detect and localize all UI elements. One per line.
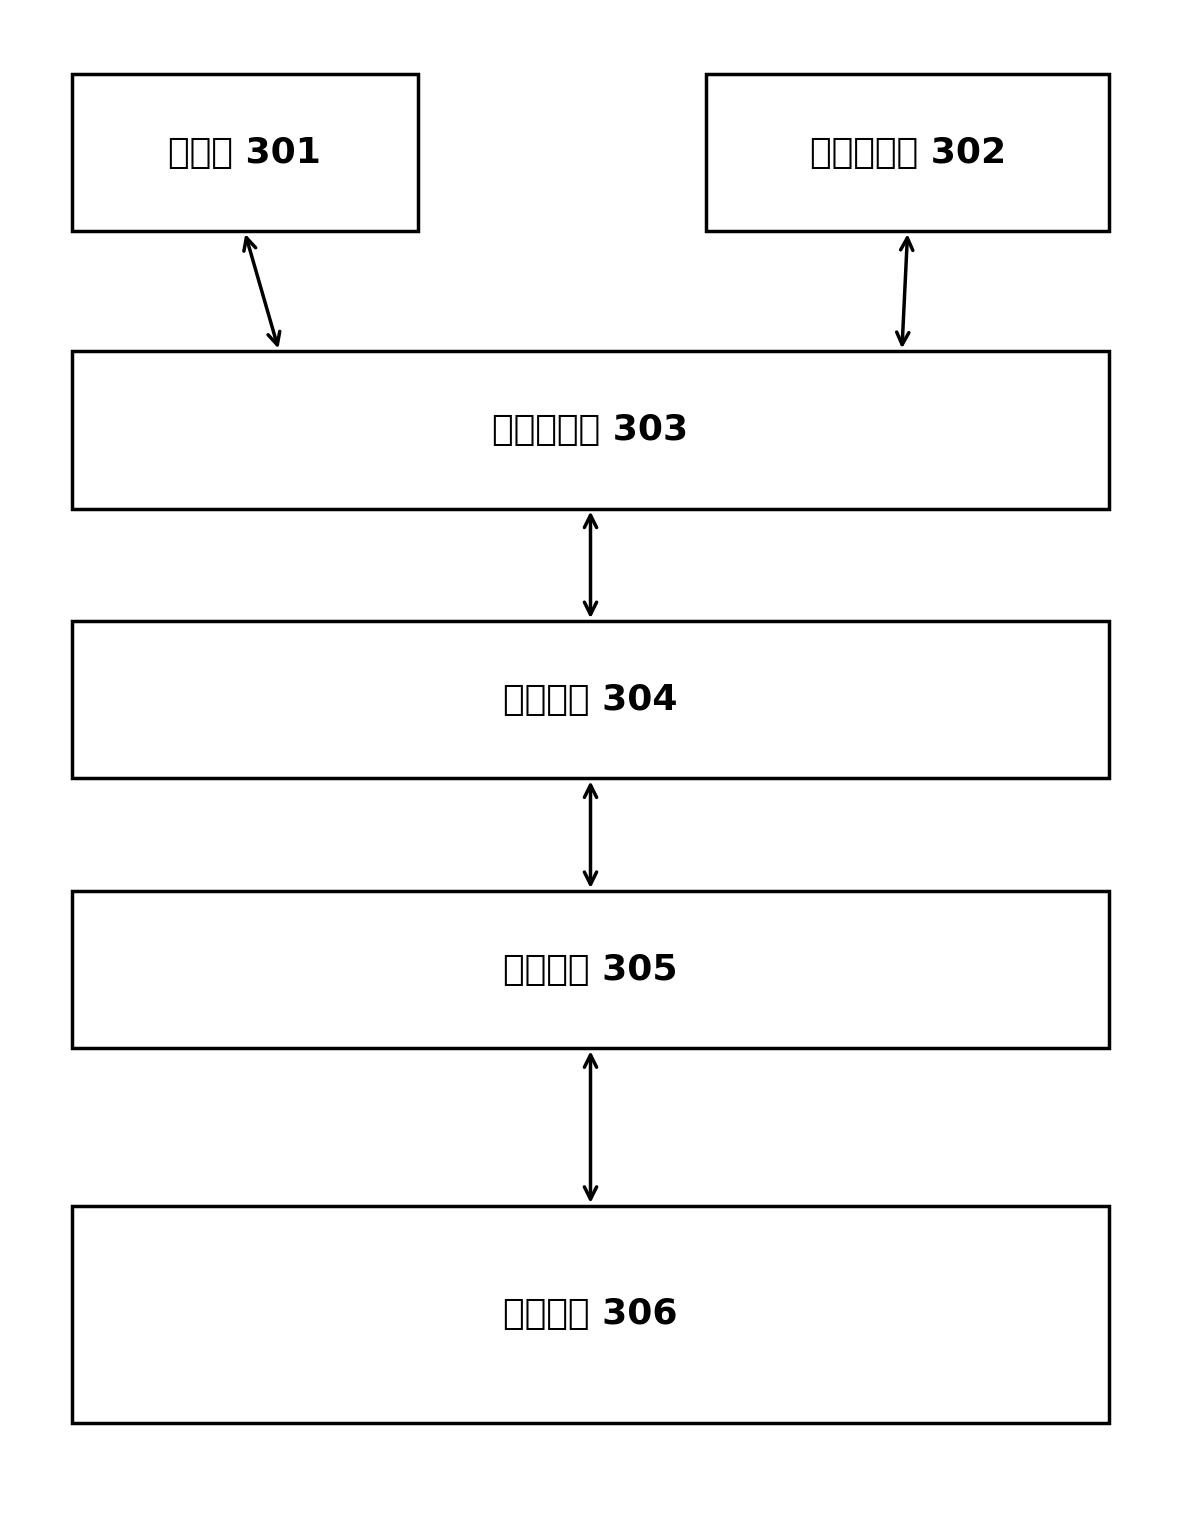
Bar <box>72 890 1109 1049</box>
Text: 报警装置 306: 报警装置 306 <box>503 1298 678 1332</box>
Bar <box>72 1206 1109 1423</box>
Bar <box>706 73 1109 231</box>
Text: 数据处理器 303: 数据处理器 303 <box>492 412 689 447</box>
Bar <box>72 351 1109 508</box>
Text: 计时器 301: 计时器 301 <box>168 136 321 169</box>
Text: 处理单元 304: 处理单元 304 <box>503 683 678 716</box>
Bar <box>72 73 418 231</box>
Text: 温度采集器 302: 温度采集器 302 <box>809 136 1006 169</box>
Bar <box>72 621 1109 779</box>
Text: 对比单元 305: 对比单元 305 <box>503 953 678 986</box>
